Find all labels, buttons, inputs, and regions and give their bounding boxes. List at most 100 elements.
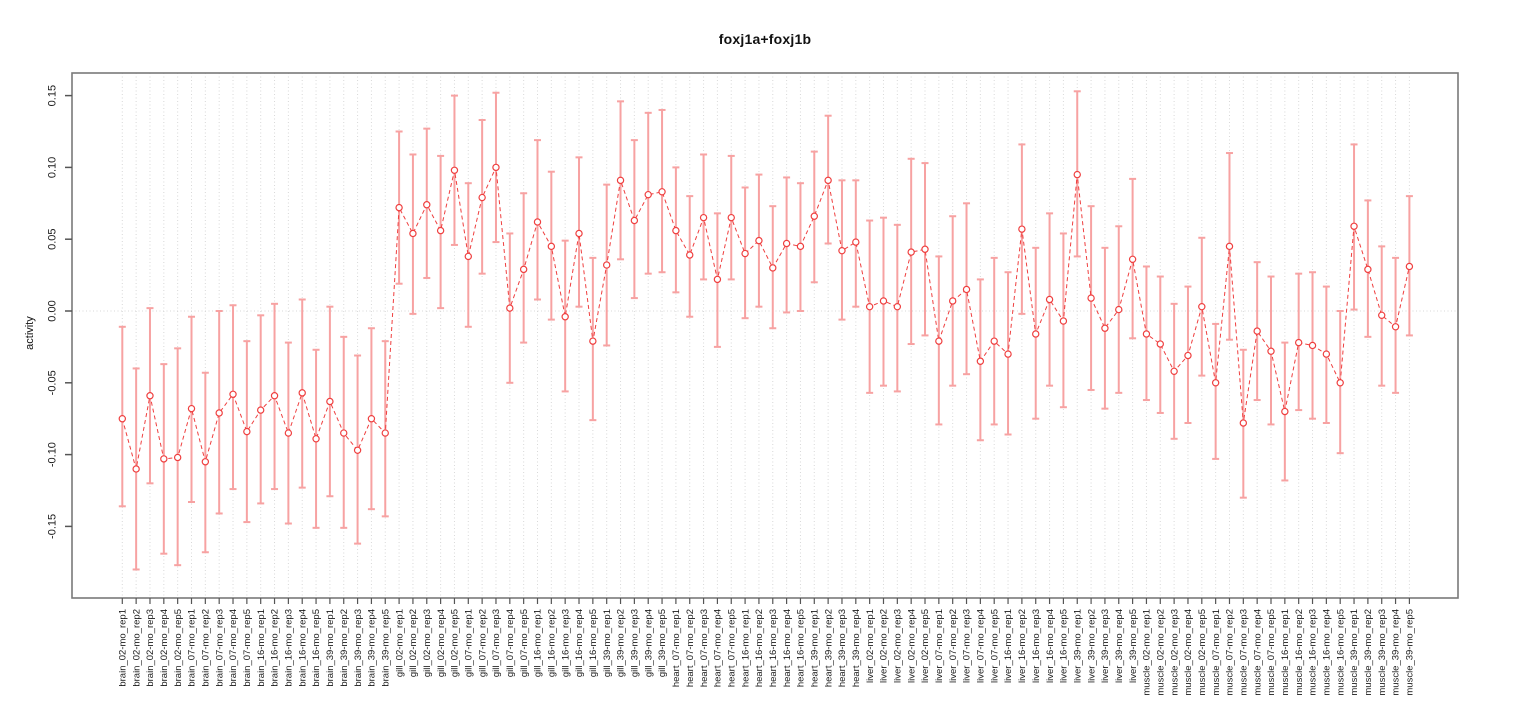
data-point-marker — [146, 392, 154, 400]
data-point-marker — [519, 265, 528, 274]
data-point-marker — [201, 458, 210, 466]
x-tick-label: gill_16-mo_rep2 — [547, 609, 558, 677]
y-tick-label: -0.05 — [47, 370, 59, 395]
data-point-marker — [395, 203, 403, 212]
x-tick-label: liver_02-mo_rep2 — [879, 609, 890, 683]
data-point-marker — [270, 392, 279, 400]
x-tick-label: gill_02-mo_rep3 — [422, 609, 433, 677]
x-tick-label: heart_07-mo_rep2 — [685, 609, 696, 687]
x-tick-label: liver_39-mo_rep5 — [1128, 609, 1139, 683]
x-tick-label: muscle_07-mo_rep1 — [1211, 609, 1222, 696]
x-tick-label: heart_39-mo_rep3 — [837, 609, 848, 687]
data-point-marker — [187, 404, 196, 413]
data-point-marker — [340, 429, 348, 437]
x-tick-label: liver_39-mo_rep4 — [1114, 609, 1125, 683]
x-tick-label: gill_07-mo_rep2 — [477, 609, 488, 677]
x-tick-label: brain_39-mo_rep4 — [367, 609, 378, 687]
x-tick-label: muscle_16-mo_rep1 — [1280, 609, 1291, 696]
gridlines — [72, 73, 1458, 598]
data-point-marker — [1281, 407, 1289, 416]
data-point-marker — [1378, 311, 1386, 320]
data-point-marker — [478, 193, 486, 202]
x-tick-label: gill_39-mo_rep2 — [616, 609, 627, 677]
x-tick-label: gill_16-mo_rep1 — [533, 609, 544, 677]
data-point-marker — [1156, 340, 1164, 348]
data-point-marker — [367, 415, 376, 423]
x-tick-label: brain_07-mo_rep4 — [228, 609, 239, 687]
x-tick-label: heart_16-mo_rep3 — [768, 609, 779, 687]
data-point-marker — [879, 297, 888, 305]
x-tick-label: brain_02-mo_rep5 — [173, 609, 184, 687]
data-point-marker — [132, 465, 140, 473]
x-tick-label: heart_16-mo_rep2 — [754, 609, 765, 687]
x-tick-label: muscle_02-mo_rep1 — [1142, 609, 1153, 696]
x-tick-label: heart_16-mo_rep4 — [782, 609, 793, 687]
chart-title: foxj1a+foxj1b — [718, 31, 812, 47]
x-tick-label: muscle_16-mo_rep5 — [1335, 609, 1346, 696]
x-tick-label: muscle_02-mo_rep4 — [1183, 609, 1194, 696]
data-point-marker — [492, 163, 500, 172]
data-point-marker — [1350, 222, 1358, 230]
data-point-marker — [838, 246, 846, 255]
data-point-marker — [1253, 327, 1261, 335]
data-point-marker — [1101, 324, 1109, 332]
data-point-marker — [1198, 302, 1206, 311]
data-point-marker — [381, 429, 389, 437]
x-tick-label: muscle_02-mo_rep2 — [1155, 609, 1166, 696]
data-point-marker — [1391, 323, 1400, 331]
data-point-marker — [962, 285, 971, 294]
x-tick-label: brain_07-mo_rep1 — [187, 609, 198, 687]
data-point-marker — [1239, 419, 1248, 427]
data-point-marker — [215, 409, 223, 417]
x-tick-label: muscle_16-mo_rep2 — [1294, 609, 1305, 696]
data-point-marker — [533, 218, 542, 226]
data-point-marker — [1018, 225, 1026, 233]
error-bars — [118, 90, 1413, 571]
y-tick-label: 0.15 — [47, 85, 59, 106]
x-tick-label: heart_07-mo_rep1 — [671, 609, 682, 687]
x-tick-label: brain_16-mo_rep1 — [256, 609, 267, 687]
x-tick-label: muscle_39-mo_rep4 — [1391, 609, 1402, 696]
data-point-marker — [1184, 351, 1192, 360]
data-point-marker — [1294, 338, 1303, 347]
x-tick-label: heart_39-mo_rep2 — [823, 609, 834, 687]
x-tick-label: liver_02-mo_rep4 — [906, 609, 917, 683]
x-tick-label: brain_39-mo_rep3 — [353, 609, 364, 687]
plot-box — [71, 72, 1459, 599]
x-tick-label: muscle_07-mo_rep2 — [1225, 609, 1236, 696]
data-point-marker — [935, 337, 943, 345]
data-point-marker — [1336, 379, 1344, 387]
x-tick-label: liver_16-mo_rep5 — [1059, 609, 1070, 683]
data-point-marker — [658, 188, 666, 196]
x-tick-label: brain_16-mo_rep5 — [311, 609, 322, 687]
data-point-marker — [243, 427, 251, 436]
x-tick-label: brain_02-mo_rep2 — [131, 609, 142, 687]
x-tick-label: gill_16-mo_rep3 — [560, 609, 571, 677]
x-tick-label: liver_07-mo_rep3 — [962, 609, 973, 683]
x-tick-label: gill_07-mo_rep1 — [463, 609, 474, 677]
x-tick-label: muscle_07-mo_rep5 — [1266, 609, 1277, 696]
x-tick-label: brain_39-mo_rep5 — [380, 609, 391, 687]
data-point-marker — [810, 212, 818, 220]
data-point-marker — [1128, 255, 1137, 264]
data-point-marker — [423, 201, 431, 209]
x-tick-label: heart_07-mo_rep5 — [726, 609, 737, 687]
x-tick-label: brain_16-mo_rep2 — [270, 609, 281, 687]
data-point-marker — [865, 302, 874, 311]
data-point-marker — [1059, 317, 1068, 325]
data-point-marker — [1211, 379, 1220, 387]
data-point-marker — [630, 216, 639, 225]
x-tick-label: gill_07-mo_rep4 — [505, 609, 516, 677]
x-tick-label: brain_39-mo_rep2 — [339, 609, 350, 687]
x-tick-label: muscle_02-mo_rep5 — [1197, 609, 1208, 696]
data-point-marker — [686, 251, 694, 259]
x-tick-label: heart_16-mo_rep1 — [740, 609, 751, 687]
data-point-marker — [921, 245, 929, 253]
x-tick-label: muscle_39-mo_rep2 — [1363, 609, 1374, 696]
y-tick-label: 0.10 — [47, 157, 59, 178]
x-tick-label: brain_16-mo_rep4 — [297, 609, 308, 687]
data-point-marker — [173, 453, 182, 462]
data-point-marker — [782, 239, 791, 248]
x-tick-label: gill_02-mo_rep1 — [394, 609, 405, 677]
